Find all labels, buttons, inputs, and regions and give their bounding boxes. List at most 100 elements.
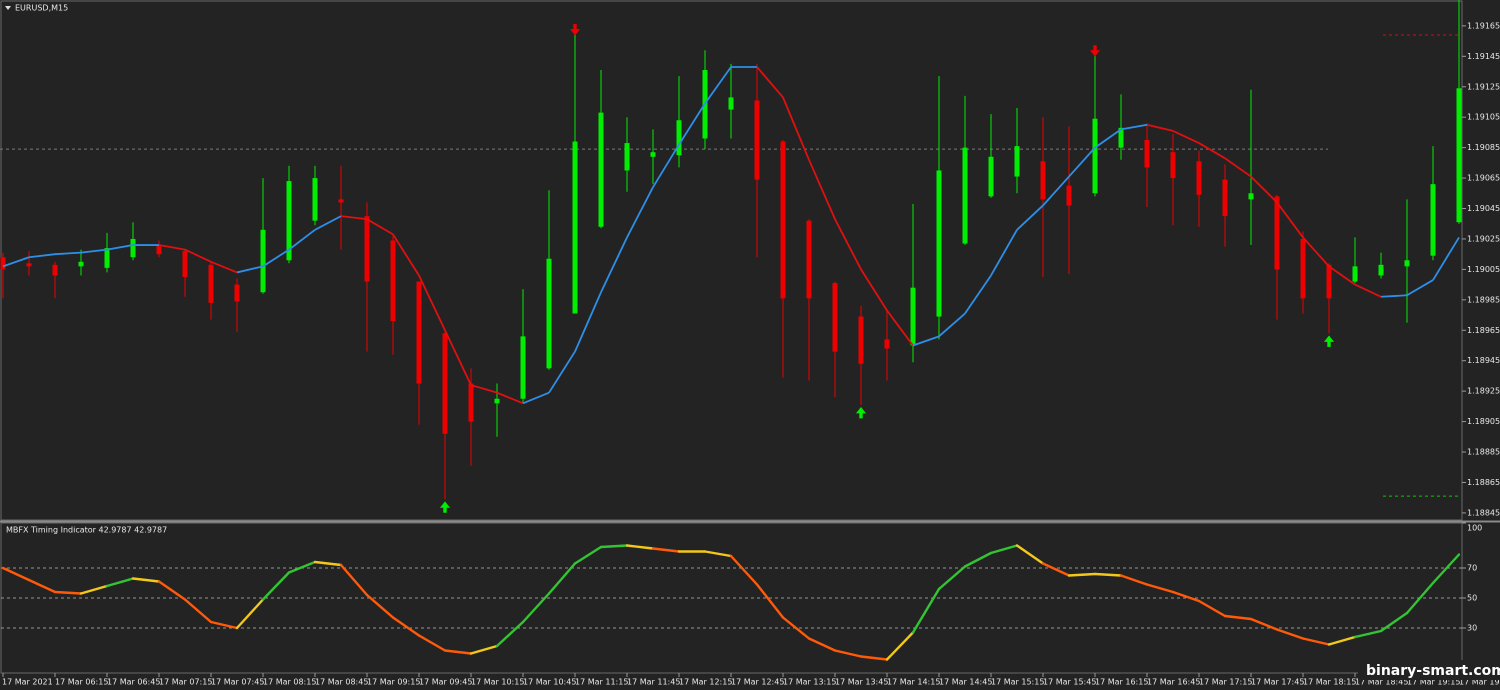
moving-average-segment	[2, 256, 30, 268]
moving-average-segment	[626, 186, 654, 238]
indicator-segment	[1379, 611, 1409, 633]
indicator-segment	[625, 544, 655, 550]
symbol-menu-icon[interactable]	[5, 6, 11, 10]
x-tick-label: 17 Mar 13:45	[835, 678, 888, 687]
y-tick-label: 1.19145	[1467, 52, 1500, 61]
moving-average-segment	[366, 218, 394, 236]
indicator-segment	[1405, 581, 1435, 615]
indicator-segment	[599, 544, 629, 549]
candle-body	[0, 257, 6, 270]
moving-average-segment	[1354, 283, 1382, 298]
candle-body	[754, 100, 760, 180]
moving-average-segment	[470, 384, 498, 394]
x-tick-label: 17 Mar 11:45	[627, 678, 680, 687]
moving-average-segment	[652, 144, 680, 188]
x-tick-label: 17 Mar 07:45	[211, 678, 264, 687]
y-tick-label: 1.18845	[1467, 508, 1500, 517]
y-tick-label: 1.18945	[1467, 356, 1500, 365]
buy-arrow	[855, 407, 867, 419]
x-tick-label: 17 Mar 07:15	[159, 678, 212, 687]
indicator-segment	[1145, 583, 1175, 594]
moving-average-segment	[106, 244, 134, 251]
x-tick-label: 17 Mar 16:45	[1147, 678, 1200, 687]
moving-average-segment	[158, 244, 186, 251]
y-tick-label: 1.18885	[1467, 448, 1500, 457]
candle-body	[1456, 88, 1462, 223]
candle-body	[1170, 152, 1176, 179]
moving-average-segment	[1120, 123, 1148, 131]
moving-average-segment	[340, 215, 368, 221]
y-tick-label: 1.19105	[1467, 113, 1500, 122]
moving-average-segment	[1042, 175, 1070, 207]
x-tick-label: 17 Mar 19:45	[1459, 678, 1500, 687]
x-tick-label: 17 Mar 18:45	[1355, 678, 1408, 687]
x-tick-label: 17 Mar 15:45	[1043, 678, 1096, 687]
candle-body	[962, 147, 968, 244]
y-tick-label: 1.18865	[1467, 478, 1500, 487]
candle-body	[182, 251, 188, 278]
indicator-segment	[963, 551, 993, 568]
moving-average-segment	[444, 329, 472, 386]
indicator-segment	[651, 547, 681, 553]
candle-body	[234, 284, 240, 302]
candle-body	[78, 261, 84, 267]
indicator-segment	[1015, 544, 1045, 565]
moving-average-segment	[1068, 147, 1096, 178]
indicator-segment	[209, 620, 239, 630]
y-tick-label: 1.18905	[1467, 417, 1500, 426]
x-tick-label: 17 Mar 16:15	[1095, 678, 1148, 687]
moving-average-segment	[990, 229, 1018, 276]
moving-average-segment	[210, 260, 238, 274]
indicator-segment	[365, 593, 395, 619]
x-tick-label: 17 Mar 13:15	[783, 678, 836, 687]
indicator-segment	[1249, 617, 1279, 631]
x-tick-label: 17 Mar 14:15	[887, 678, 940, 687]
candle-body	[338, 199, 344, 203]
x-tick-label: 17 Mar 15:15	[991, 678, 1044, 687]
moving-average-segment	[262, 248, 290, 268]
indicator-segment	[1119, 574, 1149, 586]
indicator-segment	[1093, 572, 1123, 577]
x-tick-label: 17 Mar 06:15	[55, 678, 108, 687]
candle-body	[52, 264, 58, 276]
indicator-segment	[859, 655, 889, 661]
moving-average-segment	[1406, 279, 1434, 297]
candle-body	[806, 220, 812, 299]
moving-average-segment	[600, 237, 628, 293]
candle-body	[494, 398, 500, 404]
indicator-segment	[183, 598, 213, 624]
indicator-segment	[729, 554, 759, 586]
indicator-segment	[79, 584, 109, 595]
watermark-backdrop	[1358, 660, 1500, 680]
candle-body	[442, 333, 448, 434]
indicator-segment	[885, 631, 915, 661]
x-tick-label: 17 Mar 17:45	[1251, 678, 1304, 687]
moving-average-segment	[392, 233, 420, 276]
x-tick-label: 17 Mar 10:15	[471, 678, 524, 687]
moving-average-segment	[28, 253, 56, 259]
moving-average-segment	[496, 391, 524, 405]
indicator-segment	[1431, 553, 1461, 585]
y-tick-label: 30	[1467, 624, 1477, 633]
moving-average-segment	[1224, 157, 1252, 178]
moving-average-segment	[1172, 130, 1200, 144]
y-tick-label: 1.19025	[1467, 234, 1500, 243]
moving-average-segment	[1380, 294, 1408, 298]
candle-body	[676, 120, 682, 156]
moving-average-segment	[1146, 123, 1174, 132]
indicator-segment	[131, 577, 161, 583]
candle-body	[572, 141, 578, 314]
y-tick-label: 1.19085	[1467, 143, 1500, 152]
indicator-segment	[521, 592, 551, 624]
candle-body	[468, 383, 474, 422]
candle-body	[1222, 179, 1228, 217]
indicator-segment	[313, 560, 343, 567]
chart-title: EURUSD,M15	[15, 4, 68, 13]
candle-body	[936, 170, 942, 317]
sell-arrow	[1089, 45, 1101, 57]
indicator-segment	[417, 634, 447, 652]
candle-body	[1404, 260, 1410, 267]
moving-average-segment	[314, 215, 342, 231]
candle-body	[1014, 146, 1020, 177]
